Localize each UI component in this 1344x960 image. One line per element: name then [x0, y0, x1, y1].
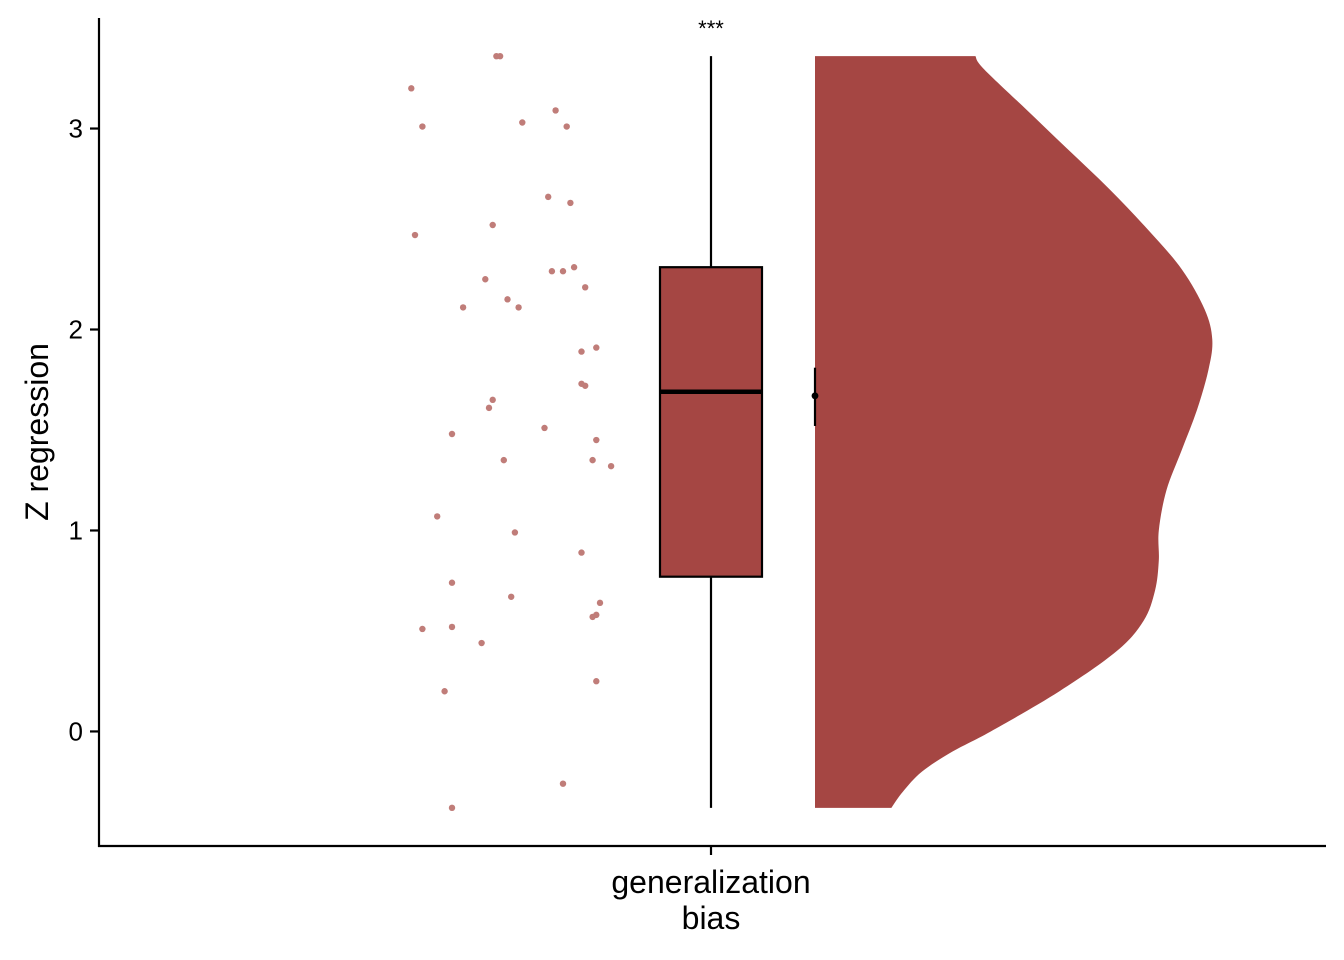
- data-point: [489, 221, 496, 229]
- data-point: [567, 199, 574, 207]
- data-point: [496, 52, 504, 60]
- data-point: [441, 688, 448, 695]
- data-point: [607, 462, 615, 470]
- data-point: [563, 123, 570, 130]
- data-point: [593, 344, 600, 351]
- data-point: [552, 107, 559, 114]
- y-tick-label: 3: [69, 114, 83, 144]
- density-half-violin: [815, 56, 1213, 808]
- y-axis: 0 1 2 3 Z regression: [19, 18, 101, 847]
- boxplot: [658, 56, 764, 808]
- data-point: [508, 593, 515, 600]
- data-point: [541, 424, 548, 432]
- data-point: [459, 304, 467, 311]
- data-point: [478, 639, 485, 647]
- data-point: [408, 85, 415, 92]
- y-tick-label: 1: [69, 515, 83, 545]
- data-point: [578, 549, 585, 556]
- data-point: [448, 804, 456, 812]
- y-axis-title: Z regression: [19, 343, 55, 521]
- x-axis: generalization bias: [98, 844, 1326, 936]
- data-point: [515, 304, 522, 311]
- jitter-points: [408, 52, 615, 812]
- data-point: [570, 264, 578, 271]
- data-point: [589, 613, 596, 621]
- data-point: [500, 456, 507, 464]
- data-point: [411, 231, 419, 239]
- data-point: [419, 123, 426, 130]
- data-point: [448, 430, 456, 438]
- data-point: [578, 348, 585, 355]
- data-point: [593, 436, 600, 444]
- data-point: [593, 678, 600, 685]
- data-point: [589, 456, 596, 464]
- mean-with-ci: [811, 367, 819, 426]
- data-point: [489, 396, 496, 404]
- data-point: [485, 404, 493, 412]
- data-point: [545, 193, 552, 201]
- data-point: [519, 119, 526, 126]
- data-point: [448, 579, 456, 586]
- mean-point: [811, 392, 819, 400]
- data-point: [582, 284, 589, 291]
- data-point: [596, 599, 604, 607]
- data-point: [419, 625, 426, 633]
- data-point: [582, 382, 589, 389]
- significance-label: ***: [698, 16, 724, 41]
- x-category-label: generalization bias: [611, 864, 810, 936]
- box-iqr: [658, 266, 764, 578]
- y-tick-label: 0: [69, 716, 83, 746]
- data-point: [548, 268, 556, 275]
- data-point: [482, 276, 489, 283]
- y-tick-label: 2: [69, 315, 83, 345]
- data-point: [504, 296, 511, 303]
- data-point: [434, 513, 441, 520]
- data-point: [511, 529, 519, 536]
- data-point: [559, 780, 567, 787]
- data-point: [559, 268, 567, 275]
- data-point: [448, 623, 456, 631]
- plot-area: ***: [408, 16, 1213, 812]
- y-axis-ticks: 0 1 2 3: [69, 114, 99, 746]
